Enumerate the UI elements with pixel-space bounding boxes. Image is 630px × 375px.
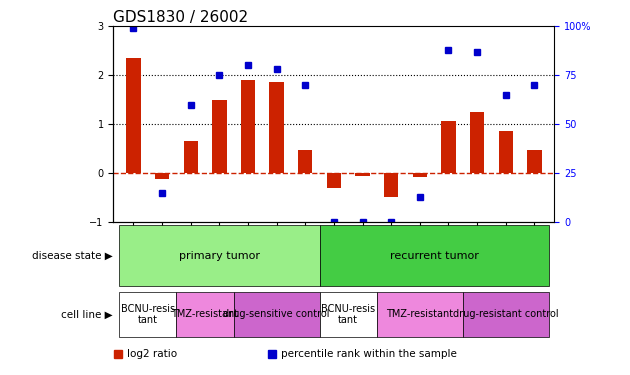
- Text: drug-resistant control: drug-resistant control: [453, 309, 559, 320]
- Text: primary tumor: primary tumor: [179, 251, 260, 261]
- Bar: [126, 58, 140, 173]
- Text: cell line ▶: cell line ▶: [62, 309, 113, 320]
- Text: disease state ▶: disease state ▶: [32, 251, 113, 261]
- Text: recurrent tumor: recurrent tumor: [390, 251, 479, 261]
- FancyBboxPatch shape: [319, 225, 549, 286]
- Bar: [413, 173, 427, 177]
- Bar: [183, 141, 198, 173]
- Bar: [527, 150, 542, 173]
- Text: BCNU-resis
tant: BCNU-resis tant: [121, 303, 175, 325]
- Bar: [470, 112, 484, 173]
- Bar: [355, 173, 370, 176]
- Text: GDS1830 / 26002: GDS1830 / 26002: [113, 10, 248, 25]
- FancyBboxPatch shape: [234, 292, 319, 337]
- Bar: [241, 80, 255, 173]
- Text: percentile rank within the sample: percentile rank within the sample: [281, 348, 457, 358]
- Bar: [155, 173, 169, 179]
- Text: log2 ratio: log2 ratio: [127, 348, 177, 358]
- Text: TMZ-resistant: TMZ-resistant: [386, 309, 454, 320]
- Bar: [441, 121, 455, 173]
- FancyBboxPatch shape: [119, 292, 176, 337]
- Text: drug-sensitive control: drug-sensitive control: [224, 309, 330, 320]
- FancyBboxPatch shape: [319, 292, 377, 337]
- Text: TMZ-resistant: TMZ-resistant: [171, 309, 239, 320]
- Bar: [270, 82, 284, 173]
- Text: BCNU-resis
tant: BCNU-resis tant: [321, 303, 375, 325]
- Bar: [327, 173, 341, 188]
- Bar: [384, 173, 398, 196]
- FancyBboxPatch shape: [176, 292, 234, 337]
- FancyBboxPatch shape: [119, 225, 319, 286]
- FancyBboxPatch shape: [377, 292, 463, 337]
- Bar: [498, 132, 513, 173]
- Bar: [298, 150, 312, 173]
- Bar: [212, 100, 227, 173]
- FancyBboxPatch shape: [463, 292, 549, 337]
